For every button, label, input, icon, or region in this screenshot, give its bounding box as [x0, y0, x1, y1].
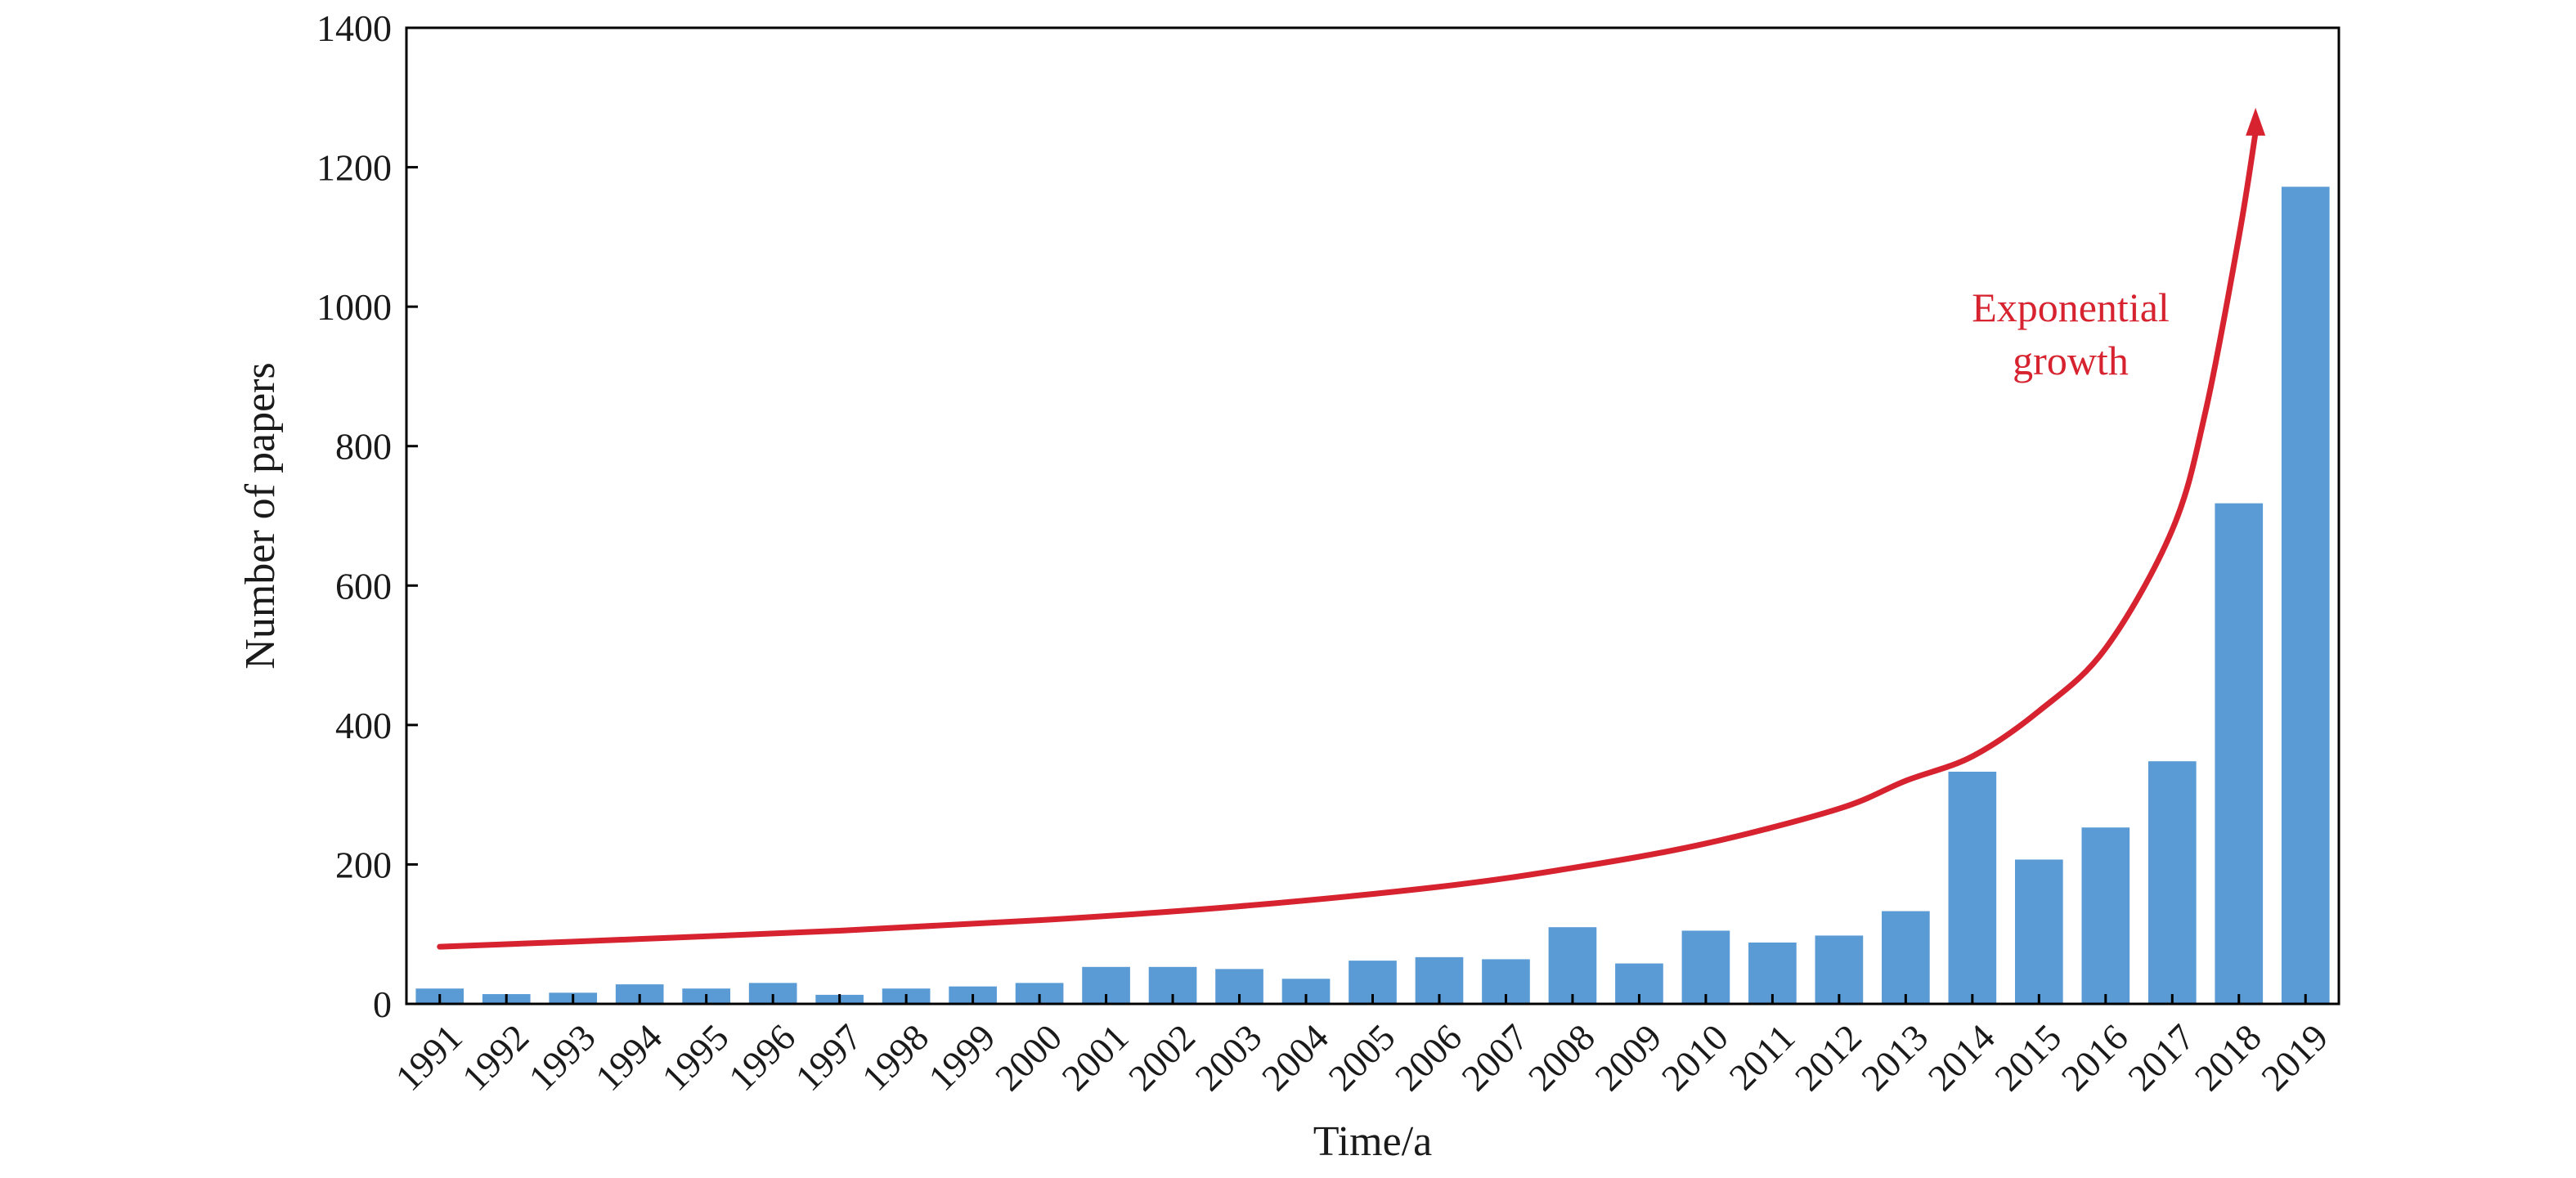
bar-2008: [1548, 927, 1597, 1004]
x-tick-label: 2000: [987, 1016, 1070, 1099]
annotation-line-2: growth: [2013, 338, 2129, 383]
y-tick-label: 1200: [316, 147, 392, 189]
x-tick-label: 2014: [1920, 1016, 2003, 1099]
x-tick-label: 1993: [521, 1016, 604, 1099]
x-tick-label: 2015: [1986, 1016, 2069, 1099]
bar-2012: [1815, 935, 1864, 1004]
bar-2010: [1681, 930, 1730, 1004]
x-tick-label: 2010: [1654, 1016, 1736, 1099]
x-tick-label: 2007: [1453, 1016, 1536, 1099]
y-tick-label: 1000: [316, 286, 392, 328]
plot-frame: [405, 26, 2340, 1006]
bar-2014: [1948, 771, 1997, 1004]
x-axis-label: Time/a: [1313, 1118, 1432, 1165]
y-axis-label: Number of papers: [237, 362, 284, 669]
x-tick-label: 1995: [654, 1016, 737, 1099]
x-tick-label: 2016: [2053, 1016, 2136, 1099]
y-tick-label: 400: [335, 705, 392, 746]
y-tick-label: 600: [335, 565, 392, 607]
trend-layer: [437, 107, 2266, 950]
x-tick-label: 1996: [720, 1016, 803, 1099]
x-tick-label: 1998: [854, 1016, 936, 1099]
x-tick-label: 2003: [1187, 1016, 1269, 1099]
x-tick-label: 2005: [1320, 1016, 1402, 1099]
y-tick-label: 200: [335, 844, 392, 885]
bar-2018: [2215, 503, 2264, 1004]
bar-2015: [2014, 859, 2063, 1004]
bars-layer: [415, 186, 2330, 1005]
bar-2013: [1882, 911, 1930, 1004]
x-tick-label: 2019: [2253, 1016, 2336, 1099]
x-axis-ticks: 1991199219931994199519961997199819992000…: [388, 994, 2336, 1099]
x-tick-label: 2013: [1853, 1016, 1936, 1099]
x-tick-label: 2008: [1520, 1016, 1603, 1099]
annotation-line-1: Exponential: [1972, 284, 2170, 330]
x-tick-label: 2012: [1787, 1016, 1869, 1099]
x-tick-label: 2004: [1254, 1016, 1336, 1099]
y-axis-ticks: 0 200 400 600 800 1000 1200 1400: [316, 7, 418, 1025]
bar-2019: [2281, 186, 2330, 1005]
y-tick-label: 1400: [316, 7, 392, 49]
x-tick-label: 2001: [1054, 1016, 1137, 1099]
x-tick-label: 2011: [1721, 1016, 1803, 1098]
y-tick-label: 800: [335, 426, 392, 468]
x-tick-label: 2006: [1387, 1016, 1470, 1099]
bar-2011: [1748, 942, 1797, 1004]
x-tick-label: 2002: [1120, 1016, 1203, 1099]
x-tick-label: 1991: [388, 1016, 470, 1099]
x-tick-label: 2018: [2187, 1016, 2269, 1099]
arrow-head-icon: [2246, 107, 2266, 136]
y-tick-label: 0: [373, 983, 392, 1025]
x-tick-label: 1992: [454, 1016, 536, 1099]
x-tick-label: 1999: [921, 1016, 1003, 1099]
bar-2016: [2081, 827, 2130, 1004]
exponential-growth-curve: [437, 129, 2259, 950]
x-tick-label: 2009: [1586, 1016, 1669, 1099]
x-tick-label: 2017: [2120, 1016, 2202, 1099]
bar-2017: [2147, 761, 2197, 1004]
x-tick-label: 1994: [587, 1016, 670, 1099]
x-tick-label: 1997: [788, 1016, 870, 1099]
